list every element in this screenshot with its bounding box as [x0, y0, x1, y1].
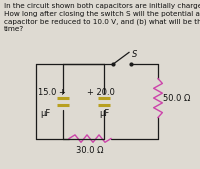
Text: 50.0 Ω: 50.0 Ω: [163, 93, 190, 103]
Text: 15.0 +: 15.0 +: [38, 88, 66, 97]
Text: + 20.0: + 20.0: [87, 88, 115, 97]
Text: S: S: [132, 50, 137, 59]
Text: μF: μF: [40, 109, 50, 118]
Text: μF: μF: [99, 109, 109, 118]
Text: In the circuit shown both capacitors are initially charged to 45.0 V. (a)
How lo: In the circuit shown both capacitors are…: [4, 3, 200, 32]
Text: 30.0 Ω: 30.0 Ω: [76, 146, 104, 155]
